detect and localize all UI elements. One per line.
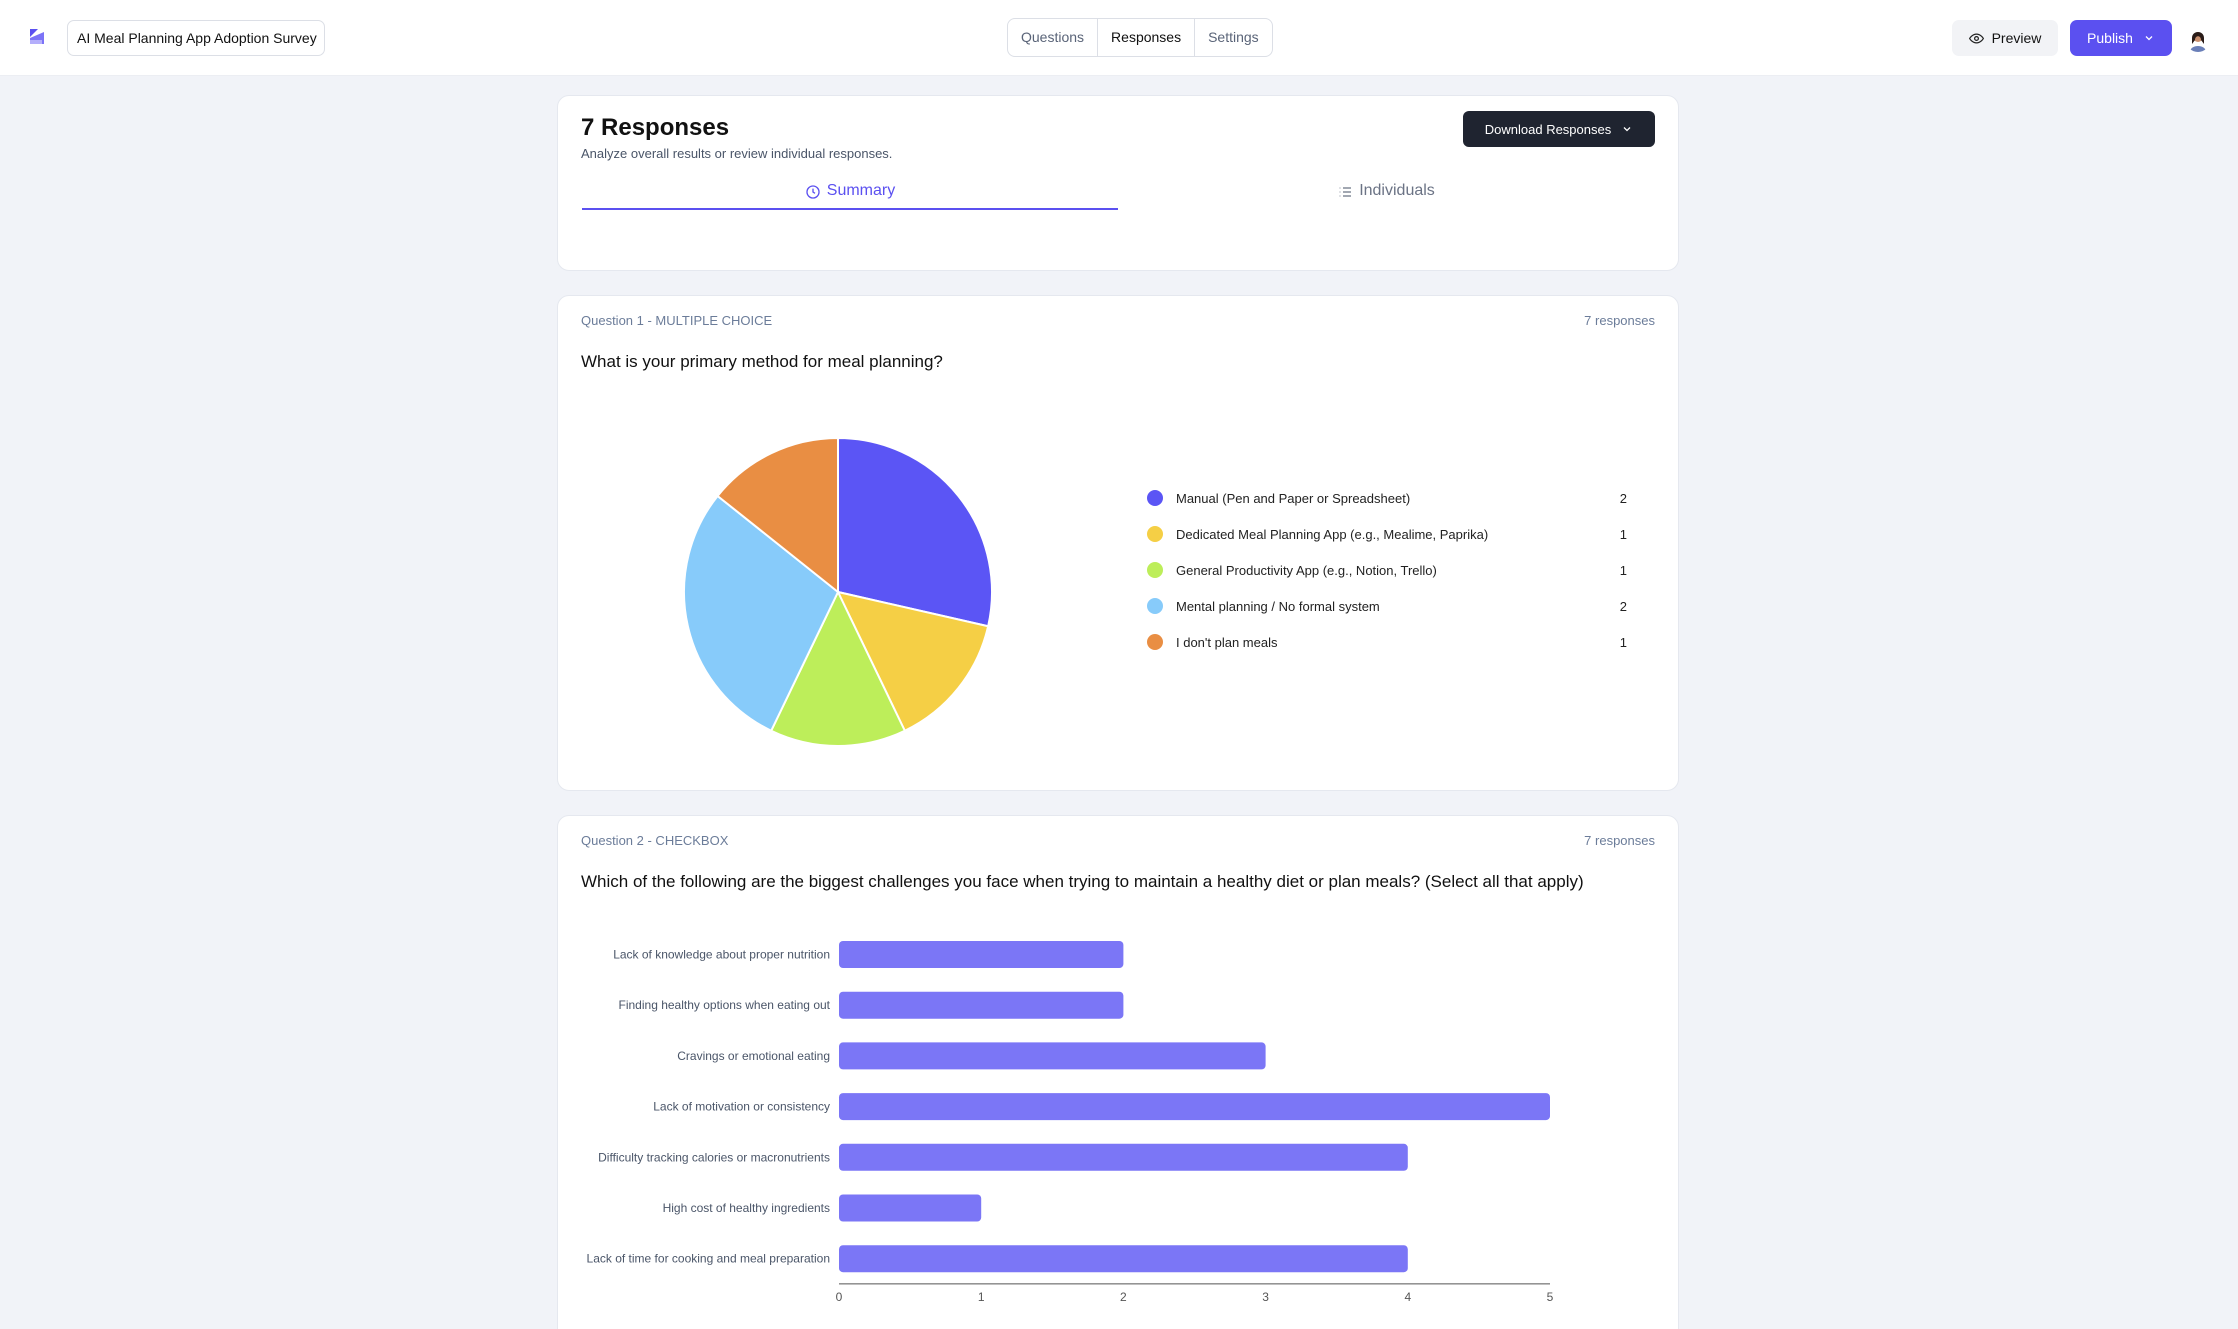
question-1-card: Question 1 - MULTIPLE CHOICE 7 responses…	[557, 295, 1679, 791]
legend-count: 2	[1619, 599, 1627, 614]
bar[interactable]	[839, 1143, 1408, 1171]
pie-slice[interactable]	[837, 436, 993, 628]
eye-icon	[1968, 32, 1984, 44]
legend-swatch	[1147, 598, 1163, 614]
legend-label: Mental planning / No formal system	[1176, 599, 1380, 614]
tab-settings[interactable]: Settings	[1208, 29, 1259, 45]
pie-slice[interactable]	[836, 590, 990, 733]
legend-item: Manual (Pen and Paper or Spreadsheet) 2	[1147, 489, 1627, 525]
pie-slice[interactable]	[769, 589, 907, 747]
pie-slice[interactable]	[683, 494, 840, 733]
preview-label: Preview	[1991, 30, 2042, 46]
preview-button[interactable]: Preview	[1952, 20, 2058, 56]
bar-category-label: Lack of knowledge about proper nutrition	[613, 948, 830, 962]
bar[interactable]	[839, 991, 1124, 1019]
responses-title: 7 Responses	[581, 114, 730, 141]
legend-item: General Productivity App (e.g., Notion, …	[1147, 561, 1627, 597]
x-tick-label: 5	[1547, 1290, 1554, 1304]
label-clip-mask	[558, 934, 581, 1314]
legend-swatch	[1147, 634, 1163, 650]
question-type-label: Question 2 - CHECKBOX	[581, 833, 729, 848]
publish-button[interactable]: Publish	[2070, 20, 2172, 56]
bar-category-label: High cost of healthy ingredients	[663, 1201, 830, 1215]
legend-label: I don't plan meals	[1176, 635, 1278, 650]
bar[interactable]	[839, 1093, 1550, 1121]
question-response-count: 7 responses	[1584, 833, 1655, 848]
top-bar: AI Meal Planning App Adoption Survey Que…	[0, 0, 2238, 76]
avatar[interactable]	[2186, 28, 2210, 52]
x-tick-label: 0	[836, 1290, 843, 1304]
survey-title-input[interactable]: AI Meal Planning App Adoption Survey	[67, 20, 325, 56]
bar[interactable]	[839, 941, 1124, 968]
question-2-card: Question 2 - CHECKBOX 7 responses Which …	[557, 815, 1679, 1329]
legend-swatch	[1147, 526, 1163, 542]
legend-count: 1	[1619, 635, 1627, 650]
bar-chart: Lack of knowledge about proper nutrition…	[558, 934, 1554, 1314]
clock-icon	[806, 185, 820, 199]
publish-label: Publish	[2087, 30, 2133, 46]
app-logo-icon[interactable]	[28, 28, 46, 46]
question-response-count: 7 responses	[1584, 313, 1655, 328]
pie-chart	[683, 436, 993, 747]
bar[interactable]	[839, 1042, 1266, 1070]
question-text: What is your primary method for meal pla…	[581, 352, 943, 371]
tab-summary[interactable]: Summary	[582, 182, 1118, 210]
bar-category-label: Finding healthy options when eating out	[619, 998, 831, 1012]
list-icon	[1339, 187, 1352, 197]
tab-questions[interactable]: Questions	[1008, 19, 1099, 56]
legend-item: Dedicated Meal Planning App (e.g., Meali…	[1147, 525, 1627, 561]
question-text: Which of the following are the biggest c…	[581, 872, 1584, 891]
download-responses-button[interactable]: Download Responses	[1463, 111, 1655, 147]
responses-subtitle: Analyze overall results or review indivi…	[581, 146, 893, 161]
pie-legend: Manual (Pen and Paper or Spreadsheet) 2 …	[1147, 489, 1627, 669]
bar-category-label: Cravings or emotional eating	[677, 1049, 830, 1063]
x-tick-label: 3	[1262, 1290, 1269, 1304]
legend-item: Mental planning / No formal system 2	[1147, 597, 1627, 633]
tab-individuals[interactable]: Individuals	[1118, 182, 1654, 210]
legend-count: 1	[1619, 527, 1627, 542]
legend-count: 2	[1619, 491, 1627, 506]
individuals-tab-label: Individuals	[1359, 182, 1435, 199]
main-nav-tabs: Questions Responses Settings	[1007, 18, 1273, 57]
bar-category-label: Lack of motivation or consistency	[653, 1100, 830, 1114]
download-label: Download Responses	[1484, 121, 1612, 137]
question-type-label: Question 1 - MULTIPLE CHOICE	[581, 313, 773, 328]
chevron-down-icon	[2145, 36, 2153, 41]
legend-swatch	[1147, 490, 1163, 506]
legend-swatch	[1147, 562, 1163, 578]
bar[interactable]	[839, 1245, 1408, 1273]
chevron-down-icon	[1623, 127, 1631, 132]
legend-label: General Productivity App (e.g., Notion, …	[1176, 563, 1437, 578]
bar[interactable]	[839, 1194, 982, 1222]
x-tick-label: 4	[1404, 1290, 1411, 1304]
tab-responses[interactable]: Responses	[1098, 19, 1196, 56]
responses-card: 7 Responses Analyze overall results or r…	[557, 95, 1679, 271]
bar-category-label: Lack of time for cooking and meal prepar…	[587, 1252, 830, 1266]
summary-tab-label: Summary	[826, 182, 896, 199]
legend-count: 1	[1619, 563, 1627, 578]
legend-label: Dedicated Meal Planning App (e.g., Meali…	[1176, 527, 1489, 542]
x-tick-label: 1	[978, 1290, 985, 1304]
legend-label: Manual (Pen and Paper or Spreadsheet)	[1176, 491, 1411, 506]
pie-slice[interactable]	[716, 436, 839, 595]
bar-category-label: Difficulty tracking calories or macronut…	[598, 1150, 830, 1164]
legend-item: I don't plan meals 1	[1147, 633, 1627, 669]
x-tick-label: 2	[1120, 1290, 1127, 1304]
